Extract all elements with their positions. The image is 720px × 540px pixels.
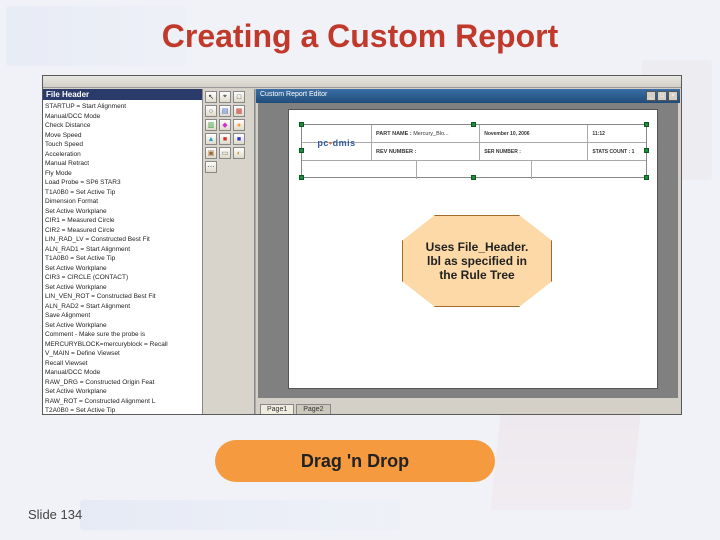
tree-item[interactable]: CIR2 = Measured Circle [45,226,200,236]
tree-item[interactable]: Set Active Workplane [45,321,200,331]
tree-item[interactable]: Set Active Workplane [45,264,200,274]
menubar [43,76,681,88]
tree-item[interactable]: V_MAIN = Define Viewset [45,349,200,359]
tree-item[interactable]: CIR3 = CIRCLE (CONTACT) [45,273,200,283]
tool-button[interactable]: ■ [219,133,231,145]
tree-item[interactable]: Set Active Workplane [45,387,200,397]
tree-pane: File Header STARTUP = Start AlignmentMan… [43,89,203,414]
page-tabs: Page1 Page2 [258,399,678,414]
tree-item[interactable]: T1A0B0 = Set Active Tip [45,188,200,198]
minimize-icon[interactable]: _ [646,91,656,101]
tool-button[interactable]: □ [233,91,245,103]
tool-button[interactable]: ◆ [219,119,231,131]
hb-r1c3: 11:12 [588,125,646,142]
tool-button[interactable]: ▦ [233,105,245,117]
tree-item[interactable]: T2A0B0 = Set Active Tip [45,406,200,414]
slide-number: Slide 134 [28,507,82,522]
tree-header: File Header [43,89,202,100]
tree-item[interactable]: RAW_ROT = Constructed Alignment L [45,397,200,407]
tool-button[interactable]: ▲ [205,133,217,145]
editor-titlebar: Custom Report Editor _ □ × [256,89,680,103]
tree-item[interactable]: Dimension Format [45,197,200,207]
slide: Creating a Custom Report File Header STA… [0,0,720,540]
tree-item[interactable]: RAW_DRG = Constructed Origin Feat [45,378,200,388]
tree-item[interactable]: ALN_RAD2 = Start Alignment [45,302,200,312]
drag-n-drop-label: Drag 'n Drop [215,440,495,482]
tool-button[interactable]: ▭ [219,147,231,159]
hb-r2c3: STATS COUNT : 1 [588,143,646,160]
tree-item[interactable]: T1A0B0 = Set Active Tip [45,254,200,264]
tree-item[interactable]: Manual Retract [45,159,200,169]
tool-button[interactable]: ▤ [219,105,231,117]
logo-cell: pc•dmis [302,125,372,161]
tree-item[interactable]: Fly Mode [45,169,200,179]
tool-button[interactable]: ▥ [205,119,217,131]
tree-item[interactable]: Manual/DCC Mode [45,112,200,122]
hb-r2c2: SER NUMBER : [480,143,588,160]
tree-item[interactable]: Set Active Workplane [45,283,200,293]
app-screenshot: File Header STARTUP = Start AlignmentMan… [42,75,682,415]
hb-r2c1: REV NUMBER : [372,143,480,160]
tree-item[interactable]: Recall Viewset [45,359,200,369]
editor-title-text: Custom Report Editor [260,91,327,98]
tree-item[interactable]: Save Alignment [45,311,200,321]
tool-button[interactable]: ■ [233,133,245,145]
tree-item[interactable]: CIR1 = Measured Circle [45,216,200,226]
tree-item[interactable]: LIN_VEN_ROT = Constructed Best Fit [45,292,200,302]
tool-button[interactable]: ↖ [205,91,217,103]
hb-r1c2: November 10, 2006 [480,125,588,142]
tree-item[interactable]: Load Probe = SP6 STAR3 [45,178,200,188]
tool-button[interactable]: ▣ [205,147,217,159]
window-controls: _ □ × [646,91,678,101]
tree-item[interactable]: Acceleration [45,150,200,160]
tree-item[interactable]: Touch Speed [45,140,200,150]
tool-button[interactable]: ○ [205,105,217,117]
tree-item[interactable]: Manual/DCC Mode [45,368,200,378]
tree-item[interactable]: Move Speed [45,131,200,141]
file-header-block[interactable]: pc•dmis PART NAME : Mercury_Blo... Novem… [301,124,647,178]
tree-item[interactable]: Check Distance [45,121,200,131]
tree-item[interactable]: LIN_RAD_LV = Constructed Best Fit [45,235,200,245]
maximize-icon[interactable]: □ [657,91,667,101]
tree-item[interactable]: ALN_RAD1 = Start Alignment [45,245,200,255]
tree-item[interactable]: Comment - Make sure the probe is [45,330,200,340]
tree-item[interactable]: MERCURYBLOCK=mercuryblock = Recall [45,340,200,350]
slide-title: Creating a Custom Report [0,18,720,55]
tool-button[interactable]: ⌖ [219,91,231,103]
tool-button[interactable]: ● [233,119,245,131]
tool-button[interactable]: ⋯ [205,161,217,173]
tree-item[interactable]: STARTUP = Start Alignment [45,102,200,112]
tool-palette: ↖⌖□○▤▦▥◆●▲■■▣▭◐⋯ [203,89,255,414]
close-icon[interactable]: × [668,91,678,101]
tree-item[interactable]: Set Active Workplane [45,207,200,217]
callout-octagon: Uses File_Header. lbl as specified in th… [402,215,552,307]
tool-button[interactable]: ◐ [233,147,245,159]
page-tab-2[interactable]: Page2 [296,404,330,414]
page-tab-1[interactable]: Page1 [260,404,294,414]
tree-list: STARTUP = Start AlignmentManual/DCC Mode… [43,101,202,414]
hb-r1c1: PART NAME : Mercury_Blo... [372,125,480,142]
